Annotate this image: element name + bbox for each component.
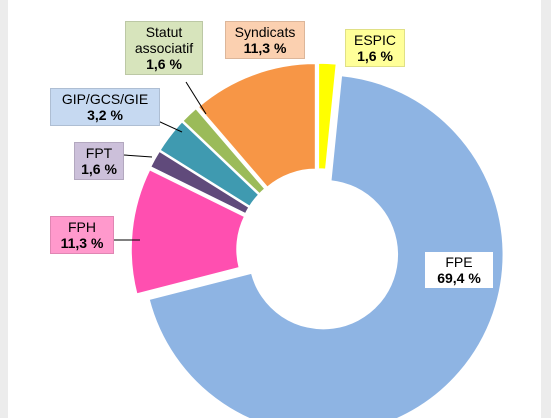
frame-edge — [541, 0, 551, 418]
data-label: FPT 1,6 % — [74, 142, 124, 180]
frame-edge — [0, 0, 8, 418]
leader-line — [123, 154, 153, 158]
donut-slice — [130, 168, 246, 295]
data-label: Syndicats 11,3 % — [225, 21, 305, 59]
data-label: FPE 69,4 % — [425, 252, 493, 288]
value-label: 11,3 % — [60, 235, 104, 251]
donut-slice — [181, 107, 266, 195]
donut-slice — [149, 150, 251, 215]
donut-slice — [197, 62, 317, 189]
category-label: FPT — [85, 145, 113, 161]
category-label: GIP/GCS/GIE — [61, 91, 149, 107]
category-label: Syndicats — [234, 24, 296, 40]
donut-slice — [148, 74, 505, 418]
leader-line — [157, 120, 183, 133]
category-label: ESPIC — [353, 32, 396, 48]
donut-slice — [317, 62, 338, 171]
data-label: FPH 11,3 % — [50, 216, 114, 254]
donut-slice — [158, 120, 260, 208]
value-label: 3,2 % — [87, 107, 123, 123]
data-label: ESPIC 1,6 % — [345, 29, 405, 67]
category-label: FPH — [68, 219, 96, 235]
data-label: GIP/GCS/GIE 3,2 % — [50, 88, 160, 126]
value-label: 1,6 % — [81, 161, 117, 177]
leader-line — [185, 81, 207, 115]
category-label: Statut associatif — [134, 24, 194, 56]
value-label: 11,3 % — [243, 40, 287, 56]
category-label: FPE — [445, 254, 473, 270]
value-label: 1,6 % — [357, 48, 393, 64]
value-label: 1,6 % — [146, 56, 182, 72]
value-label: 69,4 % — [437, 270, 481, 286]
data-label: Statut associatif 1,6 % — [125, 21, 203, 75]
